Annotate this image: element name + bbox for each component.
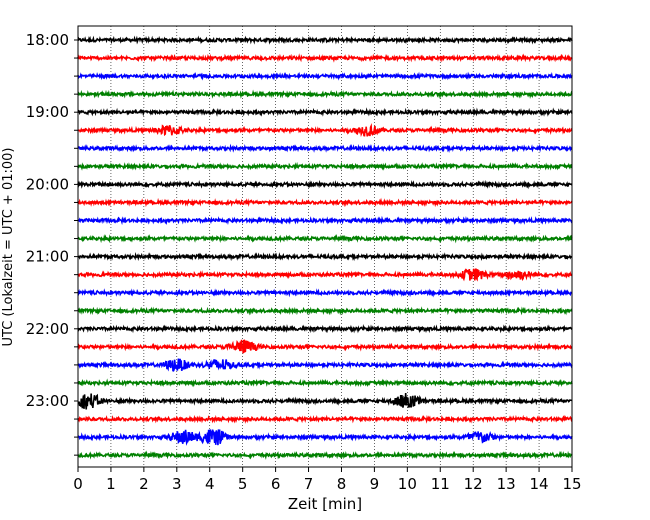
trace-2215 xyxy=(77,339,573,354)
x-tick-label: 14 xyxy=(530,475,549,493)
trace-1830 xyxy=(77,71,573,81)
x-tick-label: 5 xyxy=(238,475,248,493)
plot-background xyxy=(78,26,572,467)
x-tick-label: 2 xyxy=(139,475,149,493)
trace-2245 xyxy=(77,378,573,388)
x-tick-label: 9 xyxy=(370,475,380,493)
seismic-traces xyxy=(77,35,573,460)
y-tick-label: 20:00 xyxy=(26,175,69,193)
trace-2015 xyxy=(77,197,573,208)
y-tick-label: 21:00 xyxy=(26,248,69,266)
x-axis-label: Zeit [min] xyxy=(288,495,362,513)
trace-2315 xyxy=(77,414,573,424)
x-tick-label: 0 xyxy=(73,475,83,493)
trace-2145 xyxy=(77,305,573,316)
y-axis-ticks: 18:00 19:00 20:00 21:00 22:00 23:00 xyxy=(26,31,78,456)
trace-1845 xyxy=(77,89,573,99)
x-axis-ticks: 0 1 2 3 4 5 6 7 8 9 10 11 12 13 14 15 xyxy=(73,467,582,493)
x-tick-label: 11 xyxy=(431,475,450,493)
x-tick-label: 10 xyxy=(398,475,417,493)
trace-2345 xyxy=(77,450,573,460)
trace-2330 xyxy=(77,429,573,446)
x-tick-label: 1 xyxy=(106,475,116,493)
x-tick-label: 12 xyxy=(464,475,483,493)
trace-2300 xyxy=(77,392,573,410)
trace-2230 xyxy=(77,358,573,372)
trace-2130 xyxy=(77,288,573,298)
x-tick-label: 13 xyxy=(497,475,516,493)
y-tick-label: 23:00 xyxy=(26,392,69,410)
trace-2115 xyxy=(77,268,573,282)
x-tick-label: 7 xyxy=(304,475,314,493)
trace-2100 xyxy=(77,251,573,262)
trace-1900 xyxy=(77,107,573,117)
trace-2045 xyxy=(77,233,573,244)
x-tick-label: 3 xyxy=(172,475,182,493)
trace-1915 xyxy=(77,123,573,138)
plot-frame xyxy=(77,25,573,468)
trace-1815 xyxy=(77,53,573,63)
trace-1945 xyxy=(77,161,573,171)
x-tick-label: 8 xyxy=(337,475,347,493)
y-tick-label: 18:00 xyxy=(26,31,69,49)
x-tick-label: 4 xyxy=(205,475,215,493)
trace-2000 xyxy=(77,179,573,190)
trace-1800 xyxy=(77,35,573,45)
y-axis-label: UTC (Lokalzeit = UTC + 01:00) xyxy=(1,148,16,347)
x-tick-label: 6 xyxy=(271,475,281,493)
y-tick-label: 19:00 xyxy=(26,103,69,121)
trace-2030 xyxy=(77,215,573,226)
trace-1930 xyxy=(77,143,573,153)
y-tick-label: 22:00 xyxy=(26,320,69,338)
trace-2200 xyxy=(77,323,573,334)
x-tick-label: 15 xyxy=(562,475,581,493)
